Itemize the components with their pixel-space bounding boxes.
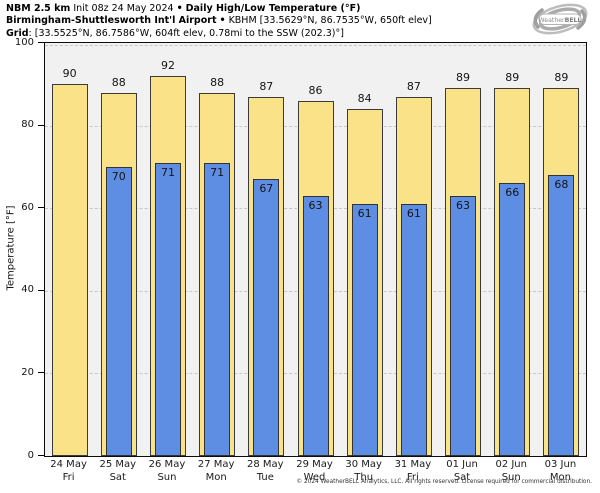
high-value-label: 89 bbox=[554, 71, 569, 85]
y-tick-label: 20 bbox=[21, 366, 34, 378]
model-name: NBM 2.5 km bbox=[6, 3, 71, 14]
low-bar bbox=[154, 162, 181, 456]
grid-info: : [33.5525°N, 86.7586°W, 604ft elev, 0.7… bbox=[28, 27, 344, 39]
high-value-label: 89 bbox=[456, 71, 471, 85]
high-value-label: 88 bbox=[210, 75, 225, 89]
bullet-separator: • bbox=[219, 15, 226, 27]
product-title: Daily High/Low Temperature (°F) bbox=[185, 3, 361, 14]
weatherbell-swirl-icon: WeatherBELL bbox=[532, 3, 588, 35]
x-label-date: 03 Jun bbox=[544, 459, 577, 470]
y-tick-label: 60 bbox=[21, 201, 34, 213]
x-tick-label: 28 May Tue bbox=[230, 459, 300, 484]
x-label-date: 27 May bbox=[197, 459, 235, 470]
low-value-label: 71 bbox=[210, 165, 225, 179]
x-label-date: 25 May bbox=[99, 459, 137, 470]
header-line-3: Grid: [33.5525°N, 86.7586°W, 604ft elev,… bbox=[6, 28, 432, 40]
y-tick-label: 0 bbox=[27, 449, 34, 461]
x-label-date: 24 May bbox=[50, 459, 87, 470]
low-bar bbox=[253, 179, 280, 456]
header-line-1: NBM 2.5 km Init 08z 24 May 2024 • Daily Hig… bbox=[6, 3, 432, 15]
low-value-label: 63 bbox=[308, 198, 323, 212]
low-value-label: 66 bbox=[505, 186, 520, 200]
x-label-day: Sat bbox=[109, 471, 126, 483]
gridline-100 bbox=[45, 45, 586, 46]
high-value-label: 86 bbox=[308, 83, 323, 97]
y-tick-label: 40 bbox=[21, 284, 34, 296]
x-label-date: 30 May bbox=[345, 459, 382, 470]
high-value-label: 87 bbox=[406, 79, 421, 93]
low-value-label: 70 bbox=[111, 169, 126, 183]
weatherbell-logo: WeatherBELL bbox=[528, 1, 592, 41]
station-name: Birmingham-Shuttlesworth Int'l Airport bbox=[6, 15, 217, 27]
header-line-2: Birmingham-Shuttlesworth Int'l Airport • K… bbox=[6, 15, 432, 27]
x-label-day: Fri bbox=[62, 471, 75, 483]
low-value-label: 68 bbox=[554, 178, 569, 192]
x-label-date: 02 Jun bbox=[495, 459, 527, 470]
low-value-label: 71 bbox=[160, 165, 175, 179]
high-value-label: 89 bbox=[505, 71, 520, 85]
low-bar bbox=[351, 204, 378, 456]
low-bar bbox=[400, 204, 427, 456]
high-value-label: 92 bbox=[160, 59, 175, 73]
y-axis-title: Temperature [°F] bbox=[5, 205, 17, 291]
logo-text-bell: BELL bbox=[565, 17, 582, 24]
x-label-date: 26 May bbox=[148, 459, 186, 470]
high-value-label: 87 bbox=[259, 79, 274, 93]
x-tick-label: 25 May Sat bbox=[83, 459, 153, 484]
low-value-label: 63 bbox=[456, 198, 471, 212]
high-bar bbox=[51, 84, 88, 456]
plot-area: 90 88 70 92 71 88 71 87 67 86 63 84 61 87 61 89 63 89 66 89… bbox=[44, 42, 587, 457]
svg-text:WeatherBELL: WeatherBELL bbox=[539, 17, 582, 24]
bullet-separator: • bbox=[176, 3, 183, 14]
low-bar bbox=[548, 175, 575, 456]
high-value-label: 84 bbox=[357, 92, 372, 106]
x-label-day: Tue bbox=[256, 471, 274, 483]
low-value-label: 67 bbox=[259, 182, 274, 196]
station-info: KBHM [33.5629°N, 86.7535°W, 650ft elev] bbox=[228, 15, 432, 27]
low-bar bbox=[204, 162, 231, 456]
grid-label: Grid bbox=[6, 27, 29, 39]
low-value-label: 61 bbox=[406, 207, 421, 221]
high-value-label: 88 bbox=[111, 75, 126, 89]
x-label-day: Mon bbox=[205, 471, 227, 483]
x-label-date: 31 May bbox=[394, 459, 432, 470]
copyright-notice: © 2024 WeatherBELL Analytics, LLC. All r… bbox=[296, 479, 592, 485]
low-value-label: 61 bbox=[357, 207, 372, 221]
low-bar bbox=[302, 195, 329, 456]
init-time: Init 08z 24 May 2024 bbox=[73, 3, 174, 14]
x-label-date: 29 May bbox=[296, 459, 333, 470]
x-label-day: Sun bbox=[157, 471, 177, 483]
low-bar bbox=[499, 183, 526, 456]
high-value-label: 90 bbox=[62, 67, 77, 81]
low-bar bbox=[450, 195, 477, 456]
x-tick-label: 26 May Sun bbox=[132, 459, 202, 484]
y-tick-label: 80 bbox=[21, 119, 34, 131]
logo-text-weather: Weather bbox=[539, 17, 566, 24]
chart-header: NBM 2.5 km Init 08z 24 May 2024 • Daily Hig… bbox=[6, 3, 432, 40]
x-label-date: 01 Jun bbox=[446, 459, 478, 470]
low-bar bbox=[105, 166, 132, 456]
x-label-date: 28 May bbox=[247, 459, 284, 470]
x-tick-label: 24 May Fri bbox=[34, 459, 104, 484]
x-tick-label: 27 May Mon bbox=[181, 459, 251, 484]
